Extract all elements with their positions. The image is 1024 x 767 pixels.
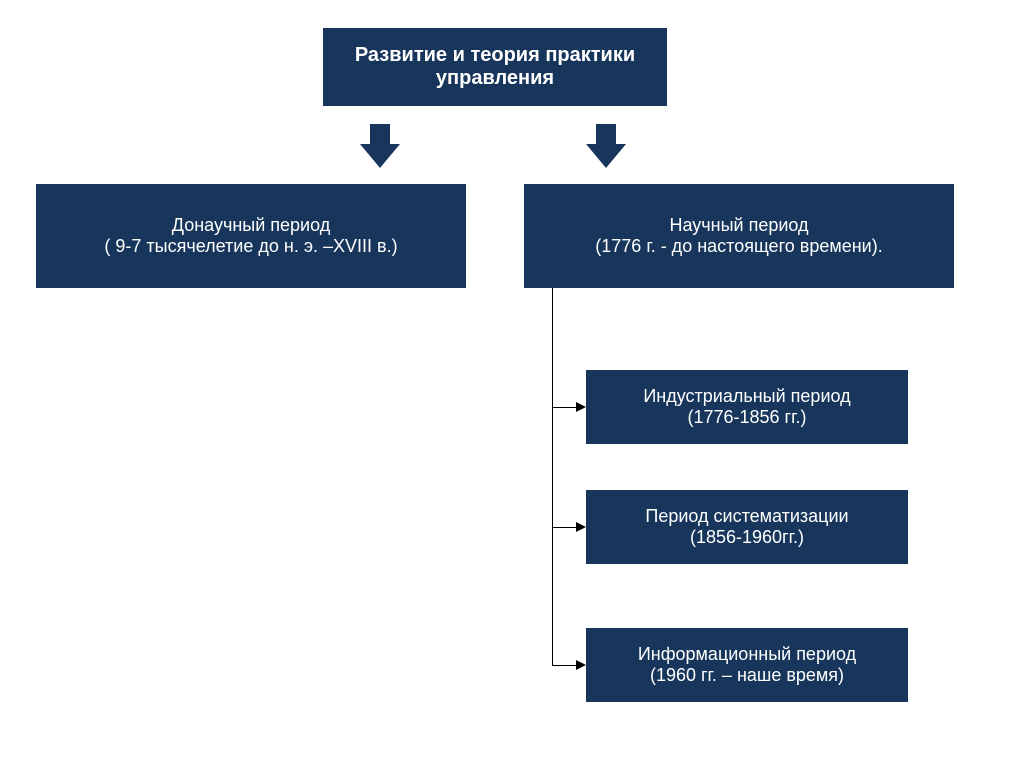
tree-vline bbox=[552, 288, 553, 665]
sub3-box: Информационный период (1960 гг. – наше в… bbox=[586, 628, 908, 702]
sub2-line1: Период систематизации bbox=[645, 506, 848, 527]
arrow-to-right bbox=[586, 124, 626, 168]
tree-h2 bbox=[552, 527, 576, 528]
tree-arrow3 bbox=[576, 660, 586, 670]
root-line1: Развитие и теория практики bbox=[355, 44, 635, 67]
root-line2: управления bbox=[436, 67, 554, 90]
sub3-line2: (1960 гг. – наше время) bbox=[650, 665, 844, 686]
tree-arrow1 bbox=[576, 402, 586, 412]
right-box: Научный период (1776 г. - до настоящего … bbox=[524, 184, 954, 288]
left-box: Донаучный период ( 9-7 тысячелетие до н.… bbox=[36, 184, 466, 288]
left-line1: Донаучный период bbox=[172, 215, 330, 236]
arrow-to-left bbox=[360, 124, 400, 168]
tree-arrow2 bbox=[576, 522, 586, 532]
left-line2: ( 9-7 тысячелетие до н. э. –XVIII в.) bbox=[104, 236, 397, 257]
sub1-line2: (1776-1856 гг.) bbox=[687, 407, 806, 428]
sub2-box: Период систематизации (1856-1960гг.) bbox=[586, 490, 908, 564]
right-line2: (1776 г. - до настоящего времени). bbox=[595, 236, 882, 257]
right-line1: Научный период bbox=[669, 215, 808, 236]
sub1-box: Индустриальный период (1776-1856 гг.) bbox=[586, 370, 908, 444]
sub1-line1: Индустриальный период bbox=[643, 386, 850, 407]
root-box: Развитие и теория практики управления bbox=[323, 28, 667, 106]
sub2-line2: (1856-1960гг.) bbox=[690, 527, 804, 548]
tree-h1 bbox=[552, 407, 576, 408]
sub3-line1: Информационный период bbox=[638, 644, 856, 665]
tree-h3 bbox=[552, 665, 576, 666]
